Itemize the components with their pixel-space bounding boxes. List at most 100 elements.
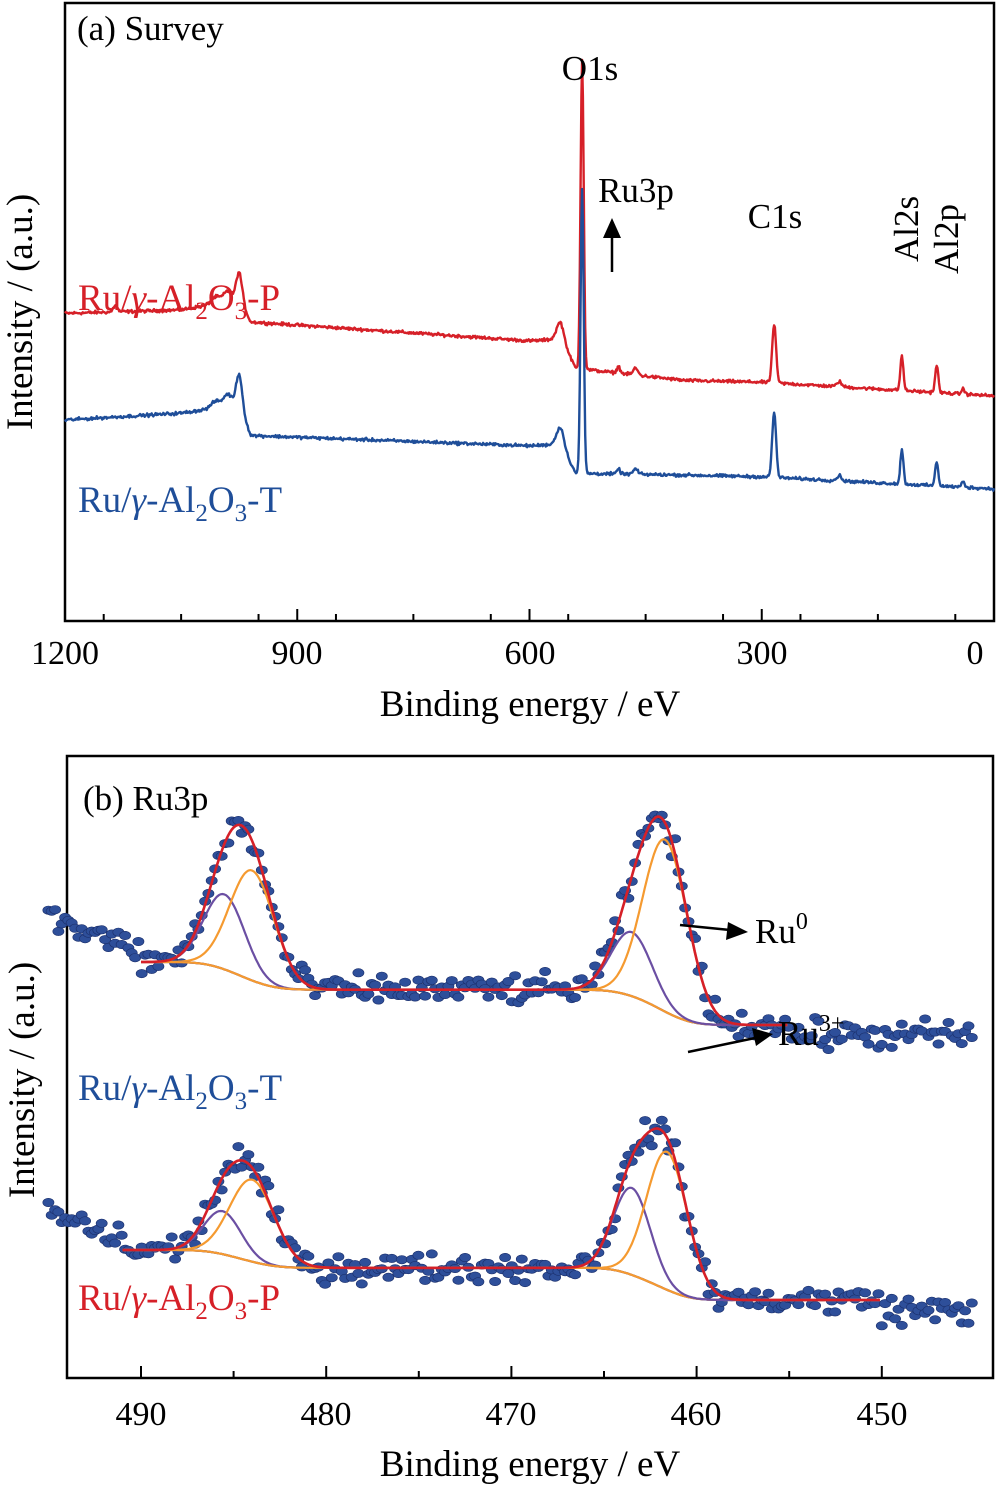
panel-b-x-tick-labels: 490 480 470 460 450 [116, 1396, 908, 1433]
fit-component-ru3plus [141, 892, 788, 1027]
data-point [412, 1250, 425, 1260]
data-point [355, 1279, 368, 1289]
data-point [942, 1017, 955, 1027]
panel-a-y-axis-title: Intensity / (a.u.) [0, 194, 41, 430]
data-point [369, 980, 381, 990]
data-point [922, 1305, 935, 1315]
data-point [352, 968, 365, 978]
data-point [519, 1278, 531, 1288]
data-point [119, 930, 131, 940]
fit-background-curve [141, 961, 788, 1026]
data-point [859, 1288, 871, 1298]
ru3p-arrow [603, 218, 621, 272]
data-point [242, 1150, 255, 1160]
data-point [962, 1021, 975, 1031]
panel-b-fit-curves [122, 815, 880, 1302]
data-point [399, 977, 411, 987]
data-point [749, 1287, 761, 1297]
component-label-Ru3plus: Ru3+ [778, 1011, 844, 1053]
data-point [499, 1253, 511, 1263]
data-point [965, 1298, 978, 1308]
data-point [805, 1031, 818, 1041]
panel-b-title: (b) Ru3p [83, 779, 208, 818]
data-point [639, 1116, 651, 1126]
peak-label-Al2p: Al2p [927, 204, 966, 274]
data-point [359, 1257, 371, 1267]
data-point [49, 905, 61, 915]
data-point [482, 992, 495, 1002]
data-point [452, 992, 465, 1002]
series-label-survey-P: Ru/γ-Al2O3-P [78, 278, 280, 325]
data-point [52, 926, 65, 936]
ru0-arrow [679, 922, 748, 940]
panel-b-y-axis-title: Intensity / (a.u.) [2, 962, 43, 1198]
data-point [95, 925, 108, 935]
data-point [472, 1277, 485, 1287]
data-point [382, 1272, 395, 1282]
panel-a-tick-label-0: 0 [967, 635, 984, 672]
data-point [495, 991, 508, 1001]
data-point [869, 1025, 881, 1035]
panel-a-title: (a) Survey [77, 9, 224, 48]
data-point [109, 1238, 121, 1248]
fit-component-ru0 [122, 1178, 880, 1302]
data-point [819, 1289, 831, 1299]
data-point [319, 1279, 331, 1289]
data-point [332, 1252, 345, 1262]
data-point [875, 1321, 888, 1331]
data-point [385, 1253, 398, 1263]
data-point [502, 1269, 515, 1279]
data-point [762, 1288, 775, 1298]
panel-a-tick-label-1200: 1200 [31, 635, 99, 672]
panel-b-tick-label-480: 480 [301, 1396, 352, 1433]
data-point [152, 961, 165, 971]
data-point [919, 1014, 931, 1024]
data-point [732, 1287, 745, 1297]
data-point [425, 1249, 438, 1259]
data-point [302, 1251, 315, 1261]
panel-b-tick-label-470: 470 [486, 1396, 537, 1433]
data-point [792, 1300, 805, 1310]
data-point [439, 989, 451, 999]
data-point [372, 995, 385, 1005]
data-point [889, 1314, 901, 1324]
data-point [419, 991, 431, 1001]
data-point [169, 1254, 181, 1264]
data-point [735, 1008, 748, 1018]
data-point [809, 1301, 821, 1311]
data-point [822, 1045, 835, 1055]
data-point [742, 1300, 755, 1310]
data-point [829, 1028, 841, 1038]
data-point [165, 1232, 178, 1242]
data-point [112, 1220, 125, 1230]
data-point [445, 976, 458, 986]
peak-label-C1s: C1s [748, 197, 802, 236]
data-point [885, 1042, 898, 1052]
data-point [965, 1033, 978, 1043]
data-point [42, 1198, 55, 1208]
data-point [862, 1039, 875, 1049]
data-point [299, 965, 311, 975]
data-point [645, 1141, 658, 1151]
panel-b-tick-label-490: 490 [116, 1396, 167, 1433]
data-point [425, 975, 438, 985]
data-point [395, 1255, 408, 1265]
panel-a-x-tick-labels: 1200 900 600 300 0 [31, 635, 984, 672]
data-point [352, 1268, 365, 1278]
panel-b-frame [65, 754, 995, 1380]
data-point [79, 1216, 91, 1226]
series-label-survey-T: Ru/γ-Al2O3-T [78, 480, 282, 527]
panel-a: (a) Survey 1200 900 600 300 0 Binding en… [0, 1, 996, 725]
peak-label-O1s: O1s [562, 49, 618, 88]
data-point [502, 976, 515, 986]
data-point [129, 953, 141, 963]
data-point [409, 992, 421, 1002]
data-point [489, 1277, 501, 1287]
series-label-ru3p-T: Ru/γ-Al2O3-T [78, 1068, 282, 1115]
fit-envelope-curve [122, 1127, 880, 1302]
data-point [895, 1019, 908, 1029]
panel-b-tick-label-450: 450 [857, 1396, 908, 1433]
series-label-ru3p-P: Ru/γ-Al2O3-P [78, 1278, 280, 1325]
data-point [569, 992, 581, 1002]
